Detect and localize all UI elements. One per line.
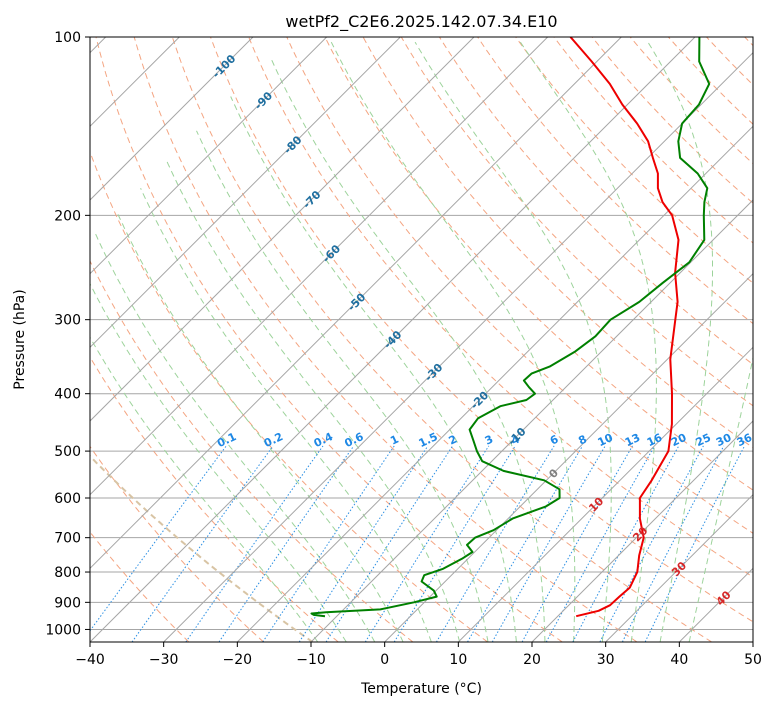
x-axis-title: Temperature (°C) [360,681,482,697]
isotherm-line [163,51,753,642]
sounding-profiles [310,37,711,618]
x-tick-label: 40 [670,652,688,668]
pressure-gridlines [90,37,753,630]
x-tick-label: 50 [744,652,762,668]
mixing-ratio-line [218,445,355,642]
dry-adiabat-line [90,445,264,642]
moist-adiabat-line [166,160,461,642]
moist-adiabat-line [140,187,432,642]
mixing-ratio-label: 13 [623,431,642,449]
mixing-ratio-line [185,445,324,642]
plot-frame [89,36,754,643]
mixing-ratio-label: 20 [669,431,689,449]
x-tick-label: −40 [75,652,105,668]
moist-adiabat-line [94,232,376,642]
isotherm-line [90,37,622,570]
mixing-ratio-line [572,445,680,642]
dry-adiabat-line [210,37,753,623]
moist-adiabat-line [688,355,753,642]
moist-adiabat-line [230,96,517,642]
y-tick-label: 100 [54,30,81,46]
mixing-ratio-line [262,445,395,642]
x-tick-label: −10 [296,652,326,668]
y-tick-label: 400 [54,387,81,403]
mixing-ratio-label: 16 [645,431,665,449]
axis-ticks: −40 −30 −20 −10 0 10 20 30 40 50 100 200 300 400 500 60… [45,30,762,668]
x-tick-label: 20 [523,652,541,668]
mixing-ratio-label: 25 [694,431,713,449]
moist-adiabat-line [196,130,489,642]
moist-adiabat-line [519,41,657,642]
isotherm-line [310,199,753,642]
isotherm-line [90,37,328,275]
temperature-profile-line [569,37,680,618]
mixing-ratio-line [90,445,227,632]
y-tick-label: 900 [54,595,81,611]
isotherm-line [605,493,753,642]
moist-adiabat-line [414,41,612,642]
moist-adiabat-line [90,336,319,642]
dry-adiabat-line [171,37,712,642]
y-tick-label: 1000 [45,622,81,638]
mixing-ratio-line [521,445,633,642]
dry-adiabat-line [90,259,414,642]
isotherm-line [90,37,549,496]
dry-adiabat-line [515,37,753,284]
y-tick-label: 200 [54,208,81,224]
y-tick-label: 300 [54,313,81,329]
mixing-ratio-line [545,445,656,642]
mixing-ratio-line [467,445,584,642]
mixing-ratio-line [131,445,274,642]
isotherm-line [90,37,254,201]
isotherm-line [90,37,475,422]
x-tick-label: −30 [149,652,179,668]
mixing-ratio-line [364,445,490,642]
isotherms [90,37,753,642]
x-tick-label: −20 [223,652,253,668]
mixing-ratio-label: 36 [735,431,755,449]
isotherm-line [236,125,753,642]
dry-adiabat-line [95,37,563,642]
dewpoint-profile-line [310,37,711,618]
mixing-ratio-line [325,445,454,642]
y-axis-title: Pressure (hPa) [12,289,28,389]
moist-adiabat-line [116,212,404,642]
mixing-ratio-label: 30 [714,431,734,449]
x-tick-label: 0 [380,652,389,668]
freezing-reference-line [90,454,314,642]
y-tick-label: 600 [54,491,81,507]
dry-adiabat-line [286,37,753,534]
dry-adiabat-line [324,37,753,491]
y-tick-label: 800 [54,565,81,581]
mixing-ratio-label: 10 [596,431,616,449]
x-tick-label: 10 [449,652,467,668]
moist-adiabat-line [269,56,546,642]
y-tick-label: 500 [54,444,81,460]
mixing-ratio-line [644,445,746,642]
isotherm-line [90,37,401,349]
y-tick-label: 700 [54,531,81,547]
mixing-ratio-line [435,445,555,642]
isotherm-line [90,37,696,642]
mixing-ratio-line [491,445,606,642]
mixing-ratio-line [298,445,429,642]
isotherm-line [531,420,753,642]
x-tick-label: 30 [597,652,615,668]
moist-adiabat-line [647,41,713,642]
dry-adiabat-line [248,37,753,578]
isotherm-line [384,272,753,642]
dry-adiabat-line [133,37,638,642]
chart-title: wetPf2_C2E6.2025.142.07.34.E10 [285,12,557,32]
isotherm-line [457,346,753,642]
